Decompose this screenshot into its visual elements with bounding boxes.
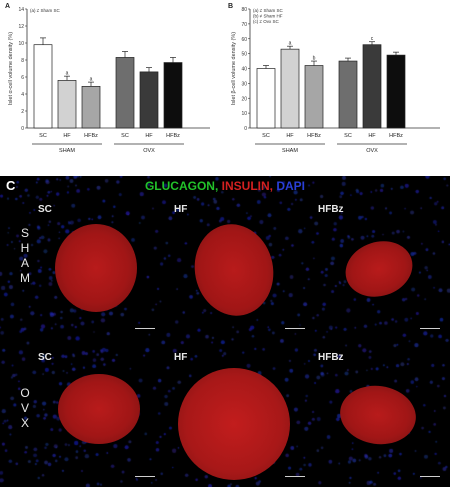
col-label-hfbz-sham: HFBz xyxy=(318,204,344,215)
x-tick-label: HFBz xyxy=(307,133,321,139)
bar xyxy=(139,71,159,129)
x-tick-label: SC xyxy=(344,133,352,139)
col-label-sc-ovx: SC xyxy=(38,352,52,363)
y-tick-label: 50 xyxy=(241,52,247,58)
y-tick-label: 20 xyxy=(241,96,247,102)
panel-letter: B xyxy=(228,3,233,10)
y-tick-label: 30 xyxy=(241,81,247,87)
islet-sham-sc xyxy=(55,224,137,312)
scale-bar xyxy=(420,476,440,477)
y-tick-label: 0 xyxy=(244,126,247,132)
scale-bar xyxy=(135,476,155,477)
stain-insulin: INSULIN, xyxy=(221,179,273,193)
x-tick-label: HFBz xyxy=(84,133,98,139)
row-label-sham: S H A M xyxy=(20,226,30,285)
stain-legend: GLUCAGON, INSULIN, DAPI xyxy=(0,179,450,193)
significance-label: a xyxy=(289,41,292,47)
chart-b: B 0 10 20 30 40 50 60 70 80 Islet β-cell volume de… xyxy=(228,3,440,154)
bar xyxy=(256,68,276,129)
chart-a: A 0 2 4 6 8 10 12 14 Islet α-cell volume density … xyxy=(5,3,210,154)
col-label-hf-ovx: HF xyxy=(174,352,188,363)
y-tick-label: 80 xyxy=(241,7,247,13)
y-tick-label: 60 xyxy=(241,37,247,43)
y-axis-label: Islet β-cell volume density (%) xyxy=(231,32,237,105)
col-label-hfbz-ovx: HFBz xyxy=(318,352,344,363)
y-tick-label: 10 xyxy=(241,111,247,117)
col-label-sc-sham: SC xyxy=(38,204,52,215)
immunofluorescence-panel: C GLUCAGON, INSULIN, DAPI S H A M O V X … xyxy=(0,176,450,487)
bar xyxy=(304,65,324,129)
y-axis-label: Islet α-cell volume density (%) xyxy=(8,32,14,105)
col-label-hf-sham: HF xyxy=(174,204,188,215)
panel-letter: A xyxy=(5,3,10,10)
bar xyxy=(115,57,135,129)
x-tick-label: HF xyxy=(63,133,71,139)
y-tick-label: 6 xyxy=(21,75,24,81)
legend-entry: (a) ≠ Sham SC xyxy=(30,8,60,13)
significance-label: b xyxy=(313,56,316,62)
bar xyxy=(33,44,53,129)
y-tick-label: 70 xyxy=(241,22,247,28)
panel-c-letter: C xyxy=(6,178,16,193)
group-label: SHAM xyxy=(282,148,298,154)
x-tick-label: HFBz xyxy=(166,133,180,139)
scale-bar xyxy=(285,476,305,477)
y-tick-label: 14 xyxy=(18,7,24,13)
legend-entry: (b) ≠ Sham HF xyxy=(253,14,283,19)
y-tick-label: 4 xyxy=(21,92,24,98)
islet-ovx-sc xyxy=(58,374,140,444)
y-tick-label: 2 xyxy=(21,109,24,115)
y-tick-label: 12 xyxy=(18,24,24,30)
group-label: SHAM xyxy=(59,148,75,154)
x-tick-label: SC xyxy=(262,133,270,139)
bar-charts-area: A 0 2 4 6 8 10 12 14 Islet α-cell volume density … xyxy=(5,3,440,154)
legend-entry: (c) ≠ Ovx SC xyxy=(253,19,279,24)
bar xyxy=(57,80,77,129)
y-tick-label: 8 xyxy=(21,58,24,64)
bar xyxy=(386,54,406,129)
significance-label: a xyxy=(90,77,93,83)
significance-label: a xyxy=(66,71,69,77)
scale-bar xyxy=(420,328,440,329)
y-tick-label: 10 xyxy=(18,41,24,47)
scale-bar xyxy=(285,328,305,329)
bar xyxy=(362,44,382,129)
bar xyxy=(280,48,300,129)
islet-ovx-hf xyxy=(178,368,290,480)
x-tick-label: HF xyxy=(145,133,153,139)
x-tick-label: SC xyxy=(121,133,129,139)
group-label: OVX xyxy=(143,148,155,154)
stain-dapi: DAPI xyxy=(276,179,306,193)
y-tick-label: 40 xyxy=(241,67,247,73)
x-tick-label: HF xyxy=(286,133,294,139)
y-tick-label: 0 xyxy=(21,126,24,132)
scale-bar xyxy=(135,328,155,329)
x-tick-label: HFBz xyxy=(389,133,403,139)
stain-glucagon: GLUCAGON, xyxy=(144,179,219,193)
bar xyxy=(163,62,183,129)
legend-entry: (a) ≠ Sham SC xyxy=(253,8,283,13)
significance-label: c xyxy=(371,36,374,42)
group-label: OVX xyxy=(366,148,378,154)
bar xyxy=(81,85,101,129)
row-label-ovx: O V X xyxy=(20,386,30,430)
x-tick-label: SC xyxy=(39,133,47,139)
bar xyxy=(338,60,358,129)
x-tick-label: HF xyxy=(368,133,376,139)
